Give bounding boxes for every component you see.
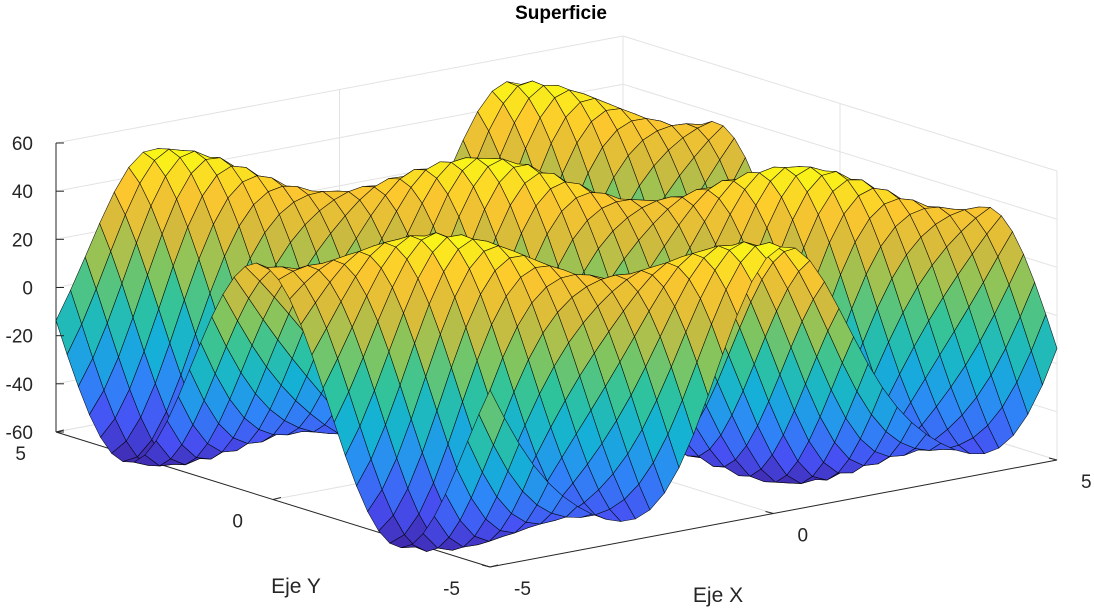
chart-title: Superficie	[515, 3, 607, 24]
y-tick-label: -5	[443, 579, 460, 600]
x-tick-label: -5	[514, 579, 531, 600]
z-tick-label: 60	[12, 134, 33, 155]
y-axis-label: Eje Y	[271, 575, 321, 598]
y-tick-mark	[489, 564, 499, 568]
surface-mesh	[55, 80, 1058, 552]
y-tick-mark	[55, 429, 65, 433]
z-tick-label: -20	[6, 327, 33, 348]
x-tick-label: 0	[798, 526, 809, 547]
x-tick-mark	[1048, 457, 1058, 461]
z-tick-label: 20	[12, 230, 33, 251]
z-tick-label: 40	[12, 182, 33, 203]
y-tick-label: 0	[232, 512, 243, 533]
grid-line	[55, 35, 624, 144]
grid-line	[622, 83, 1058, 220]
surface-patch	[478, 389, 505, 446]
z-tick-label: 0	[22, 279, 33, 300]
tick-marks	[55, 142, 1058, 568]
y-tick-label: 5	[15, 444, 26, 465]
tick-labels: -60 -40 -20 0 20 40 60 -5 0 5 -5 0 5	[6, 134, 1092, 600]
x-tick-mark	[765, 511, 774, 514]
y-tick-mark	[272, 497, 282, 500]
x-tick-mark	[481, 564, 491, 568]
z-tick-label: -40	[6, 375, 33, 396]
z-tick-label: -60	[6, 423, 33, 444]
x-axis-label: Eje X	[693, 584, 743, 607]
grid-line	[622, 35, 1058, 172]
x-tick-label: 5	[1081, 472, 1092, 493]
